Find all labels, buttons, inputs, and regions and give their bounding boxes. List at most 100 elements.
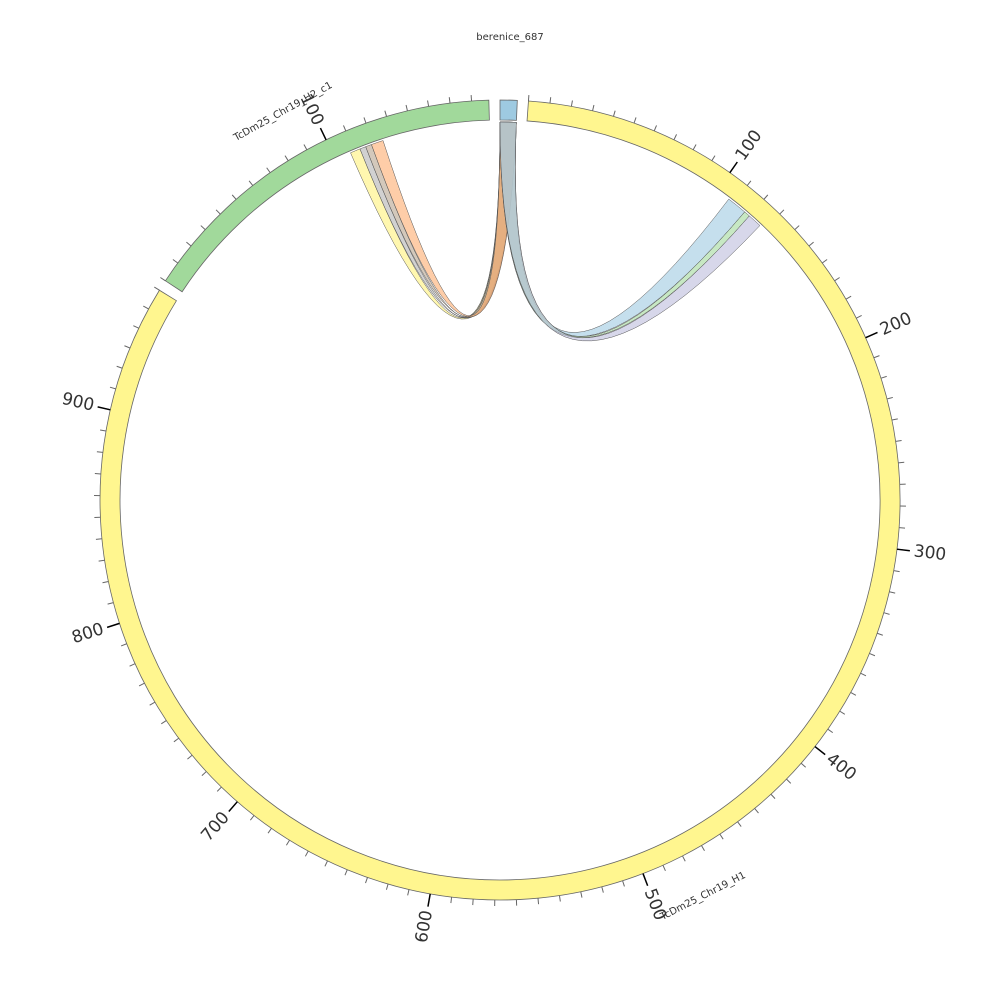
minor-tick bbox=[654, 125, 656, 131]
minor-tick bbox=[738, 822, 742, 827]
minor-tick bbox=[174, 738, 179, 742]
tick-label: 600 bbox=[412, 909, 437, 944]
minor-tick bbox=[795, 226, 799, 230]
tick-label: 900 bbox=[60, 389, 96, 416]
minor-tick bbox=[286, 840, 289, 845]
minor-tick bbox=[846, 296, 851, 299]
minor-tick bbox=[683, 856, 686, 861]
minor-tick bbox=[305, 851, 308, 856]
minor-tick bbox=[602, 887, 604, 893]
segment-label: TcDm25_Chr19_H1 bbox=[658, 870, 748, 923]
minor-tick bbox=[268, 828, 271, 833]
minor-tick bbox=[408, 890, 409, 896]
minor-tick bbox=[835, 278, 840, 281]
major-tick bbox=[897, 549, 910, 551]
minor-tick bbox=[856, 315, 861, 318]
minor-tick bbox=[110, 387, 116, 389]
minor-tick bbox=[217, 787, 221, 791]
minor-tick bbox=[201, 226, 205, 230]
minor-tick bbox=[154, 287, 159, 290]
major-tick bbox=[428, 894, 430, 907]
minor-tick bbox=[712, 156, 715, 161]
minor-tick bbox=[559, 896, 560, 902]
minor-tick bbox=[894, 571, 900, 572]
minor-tick bbox=[103, 582, 109, 583]
minor-tick bbox=[780, 210, 784, 214]
minor-tick bbox=[232, 195, 236, 200]
minor-tick bbox=[385, 111, 387, 117]
tick-label: 400 bbox=[822, 749, 860, 785]
minor-tick bbox=[581, 892, 582, 898]
minor-tick bbox=[96, 539, 102, 540]
minor-tick bbox=[267, 168, 270, 173]
minor-tick bbox=[764, 195, 768, 200]
minor-tick bbox=[386, 884, 388, 890]
minor-tick bbox=[786, 779, 790, 783]
minor-tick bbox=[97, 452, 103, 453]
minor-tick bbox=[874, 356, 880, 358]
minor-tick bbox=[593, 105, 594, 111]
minor-tick bbox=[325, 861, 328, 866]
tick-label: 800 bbox=[69, 619, 106, 648]
minor-tick bbox=[130, 664, 135, 666]
minor-tick bbox=[304, 144, 307, 149]
minor-tick bbox=[693, 144, 696, 149]
segment bbox=[165, 100, 489, 292]
minor-tick bbox=[701, 846, 704, 851]
minor-tick bbox=[345, 870, 347, 876]
minor-tick bbox=[173, 259, 178, 263]
minor-tick bbox=[840, 711, 845, 714]
minor-tick bbox=[364, 117, 366, 123]
minor-tick bbox=[187, 755, 192, 759]
minor-tick bbox=[663, 865, 665, 870]
major-tick bbox=[866, 332, 878, 337]
minor-tick bbox=[884, 613, 890, 615]
minor-tick bbox=[550, 97, 551, 103]
minor-tick bbox=[449, 97, 450, 103]
minor-tick bbox=[139, 683, 144, 686]
tick-label: 300 bbox=[913, 541, 948, 565]
minor-tick bbox=[801, 763, 806, 767]
minor-tick bbox=[108, 603, 114, 605]
minor-tick bbox=[99, 560, 105, 561]
minor-tick bbox=[121, 644, 127, 646]
minor-tick bbox=[133, 326, 138, 329]
tick-label: 200 bbox=[877, 309, 915, 340]
minor-tick bbox=[898, 462, 904, 463]
minor-tick bbox=[755, 808, 759, 813]
minor-tick bbox=[161, 721, 166, 724]
minor-tick bbox=[406, 105, 407, 111]
minor-tick bbox=[250, 815, 254, 820]
minor-tick bbox=[100, 430, 106, 431]
minor-tick bbox=[720, 834, 723, 839]
minor-tick bbox=[892, 419, 898, 420]
minor-tick bbox=[117, 366, 123, 368]
minor-tick bbox=[538, 898, 539, 904]
major-tick bbox=[229, 802, 238, 812]
minor-tick bbox=[613, 111, 615, 117]
major-tick bbox=[98, 407, 111, 410]
major-tick bbox=[107, 623, 119, 627]
minor-tick bbox=[216, 210, 220, 214]
minor-tick bbox=[869, 653, 875, 655]
minor-tick bbox=[887, 397, 893, 399]
minor-tick bbox=[143, 306, 148, 309]
minor-tick bbox=[623, 881, 625, 887]
major-tick bbox=[815, 747, 825, 755]
tick-label: 100 bbox=[731, 126, 766, 164]
segment bbox=[500, 100, 517, 120]
minor-tick bbox=[571, 101, 572, 107]
minor-tick bbox=[285, 156, 288, 161]
minor-tick bbox=[365, 877, 367, 883]
minor-tick bbox=[160, 278, 165, 281]
minor-tick bbox=[202, 772, 206, 776]
minor-tick bbox=[343, 125, 345, 131]
minor-tick bbox=[674, 134, 677, 139]
minor-tick bbox=[861, 673, 866, 676]
minor-tick bbox=[124, 346, 130, 348]
major-tick bbox=[643, 874, 648, 886]
minor-tick bbox=[877, 633, 883, 635]
minor-tick bbox=[851, 692, 856, 695]
minor-tick bbox=[881, 376, 887, 378]
